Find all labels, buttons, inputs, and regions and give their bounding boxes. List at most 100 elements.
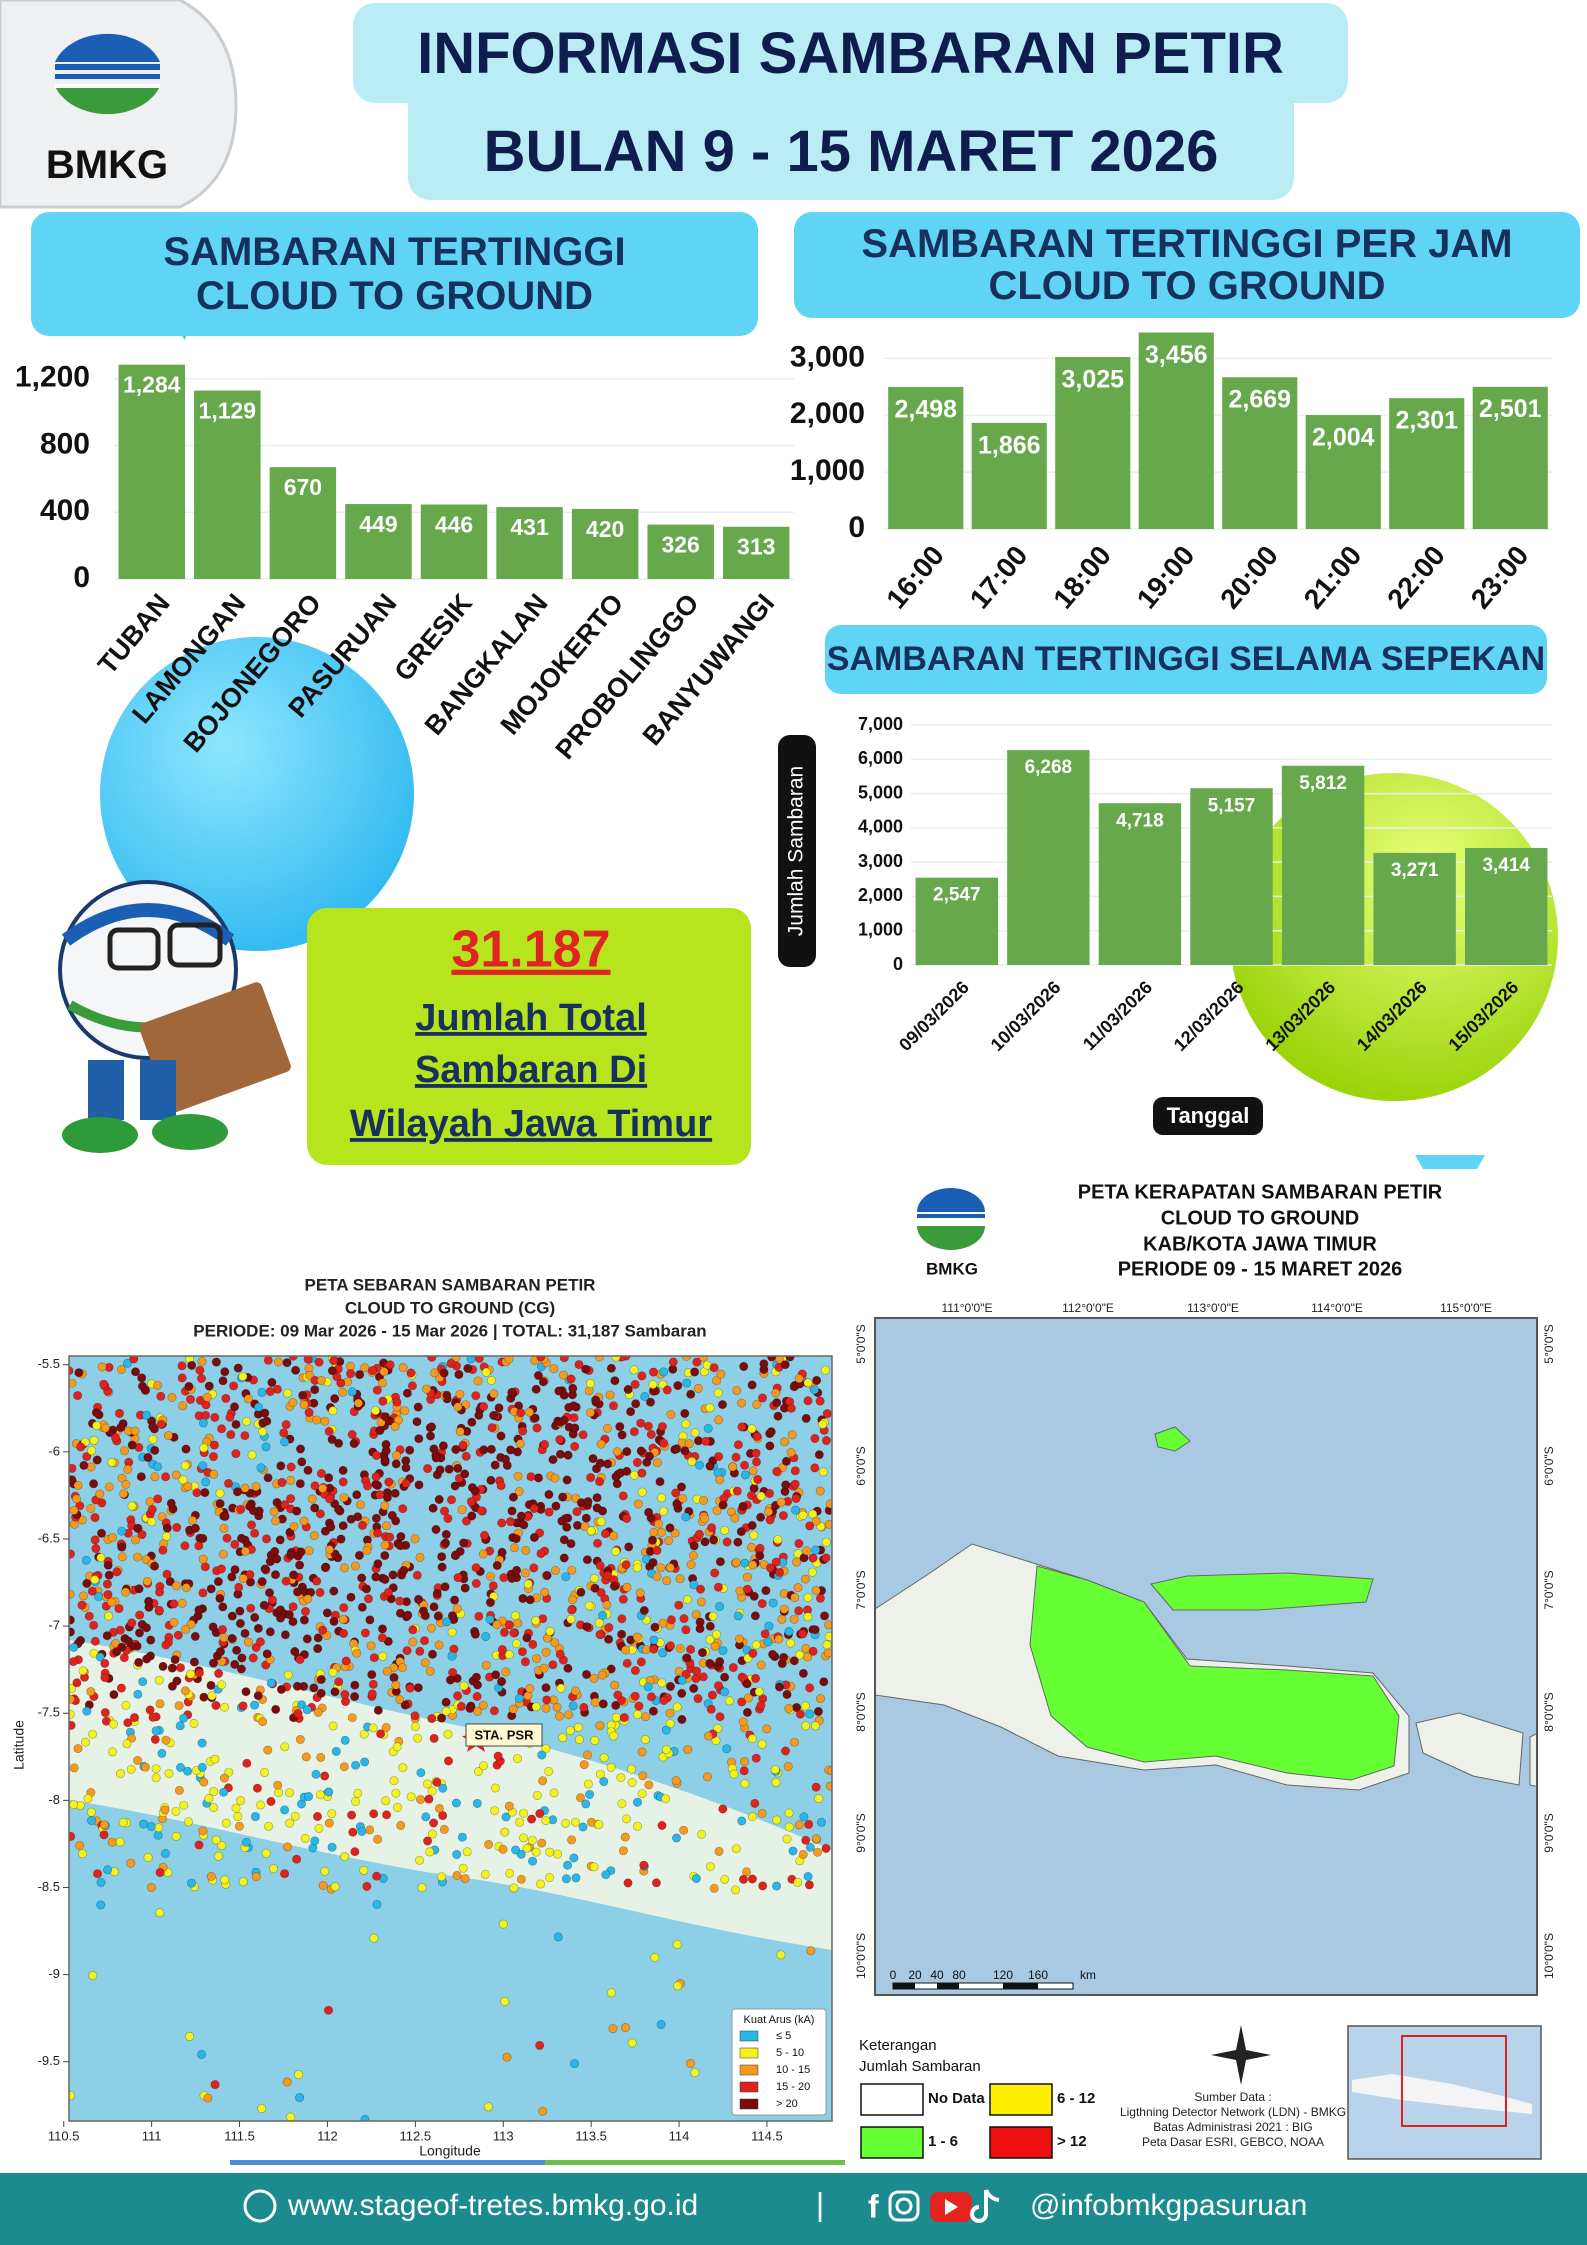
strike-dot — [689, 1541, 699, 1551]
y-tick-label: 400 — [40, 494, 90, 527]
strike-dot — [733, 1440, 743, 1450]
strike-dot — [189, 1718, 199, 1728]
x-tick-label: 16:00 — [880, 540, 950, 615]
strike-dot — [700, 1514, 710, 1524]
strike-dot — [664, 1536, 674, 1546]
strike-dot — [737, 1398, 747, 1408]
bar — [1222, 377, 1298, 529]
strike-dot — [707, 1523, 717, 1533]
strike-dot — [381, 1723, 391, 1733]
strike-dot — [501, 1667, 511, 1677]
strike-dot — [318, 1483, 328, 1493]
strike-dot — [127, 1733, 137, 1743]
footer-website[interactable]: www.stageof-tretes.bmkg.go.id — [287, 2189, 698, 2222]
strike-dot — [229, 1381, 239, 1391]
lat-label: 5°0'0"S — [1542, 1324, 1556, 1363]
strike-dot — [776, 1497, 786, 1507]
y-tick-label: -9 — [48, 1966, 60, 1981]
strike-dot — [391, 1459, 401, 1469]
strike-dot — [373, 1834, 383, 1844]
bar — [722, 526, 790, 579]
strike-dot — [257, 2104, 267, 2114]
strike-dot — [729, 1769, 739, 1779]
strike-dot — [423, 1464, 433, 1474]
strike-dot — [327, 1809, 337, 1819]
strike-dot — [583, 1779, 593, 1789]
strike-dot — [518, 1808, 528, 1818]
strike-dot — [821, 1843, 831, 1853]
strike-dot — [509, 1543, 519, 1553]
strike-dot — [341, 1656, 351, 1666]
strike-dot — [77, 1600, 87, 1610]
strike-dot — [279, 1428, 289, 1438]
social-icons[interactable]: f — [868, 2188, 1000, 2224]
strike-dot — [698, 1356, 708, 1362]
strike-dot — [235, 1606, 245, 1616]
strike-dot — [461, 1516, 471, 1526]
north-arrow — [1211, 2025, 1271, 2085]
strike-dot — [794, 1374, 804, 1384]
strike-dot — [304, 1546, 314, 1556]
strike-dot — [795, 1709, 805, 1719]
bar — [1472, 386, 1548, 529]
strike-dot — [498, 1919, 508, 1929]
strike-dot — [801, 1413, 811, 1423]
strike-dot — [73, 1391, 83, 1401]
strike-dot — [622, 1447, 632, 1457]
strike-dot — [682, 1653, 692, 1663]
logo-text: BMKG — [46, 143, 168, 187]
strike-dot — [687, 1456, 697, 1466]
strike-dot — [811, 1516, 821, 1526]
strike-dot — [304, 1408, 314, 1418]
strike-dot — [825, 1781, 832, 1791]
strike-dot — [618, 1846, 628, 1856]
strike-dot — [211, 1835, 221, 1845]
strike-dot — [638, 1771, 648, 1781]
strike-dot — [214, 1669, 224, 1679]
strike-dot — [375, 1426, 385, 1436]
strike-dot — [674, 1600, 684, 1610]
footer-handle[interactable]: @infobmkgpasuruan — [1030, 2189, 1307, 2222]
value-label: 2,547 — [933, 885, 981, 906]
strike-dot — [481, 1660, 491, 1670]
strike-dot — [494, 1403, 504, 1413]
y-tick-label: 0 — [893, 954, 903, 974]
strike-dot — [595, 1721, 605, 1731]
strike-dot — [520, 1657, 530, 1667]
y-tick-label: 1,000 — [790, 454, 865, 487]
strike-dot — [290, 1811, 300, 1821]
strike-dot — [236, 1533, 246, 1543]
strike-dot — [164, 1769, 174, 1779]
strike-dot — [407, 1381, 417, 1391]
strike-dot — [637, 1468, 647, 1478]
strike-dot — [637, 1789, 647, 1799]
strike-dot — [472, 1692, 482, 1702]
strike-dot — [717, 1400, 727, 1410]
strike-dot — [439, 1824, 449, 1834]
bar — [269, 467, 337, 579]
legend-label: > 12 — [1057, 2133, 1087, 2150]
strike-dot — [230, 1402, 240, 1412]
strike-dot — [450, 1595, 460, 1605]
strike-dot — [360, 2114, 370, 2121]
strike-dot — [163, 1431, 173, 1441]
map-title: KAB/KOTA JAWA TIMUR — [1143, 1233, 1377, 1255]
strike-dot — [636, 1418, 646, 1428]
strike-dot — [485, 1598, 495, 1608]
strike-dot — [798, 1510, 808, 1520]
strike-dot — [97, 1528, 107, 1538]
strike-dot — [95, 1652, 105, 1662]
strike-dot — [346, 1592, 356, 1602]
strike-dot — [529, 1563, 539, 1573]
strike-dot — [654, 1519, 664, 1529]
strike-dot — [282, 1358, 292, 1368]
strike-dot — [712, 1506, 722, 1516]
strike-dot — [324, 1545, 334, 1555]
strike-dot — [580, 1522, 590, 1532]
strike-dot — [728, 1663, 738, 1673]
strike-dot — [479, 1402, 489, 1412]
strike-dot — [470, 1629, 480, 1639]
strike-dot — [737, 1697, 747, 1707]
strike-dot — [554, 1711, 564, 1721]
strike-dot — [183, 1766, 193, 1776]
